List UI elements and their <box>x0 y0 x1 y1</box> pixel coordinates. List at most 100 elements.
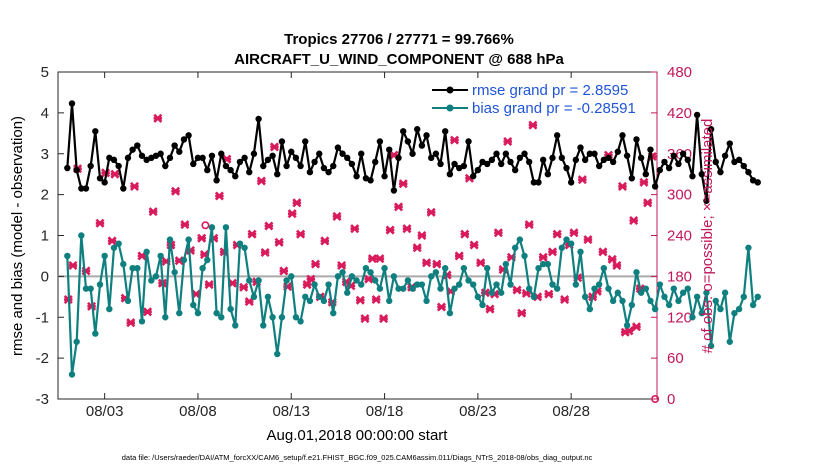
bias-point <box>73 338 80 345</box>
x-tick-label: 08/23 <box>459 403 497 420</box>
obs-assimilated-point <box>426 207 436 217</box>
rmse-point <box>465 138 472 145</box>
rmse-point <box>138 152 146 159</box>
bias-point <box>260 322 267 329</box>
rmse-point <box>82 185 90 192</box>
obs-assimilated-point <box>385 225 395 235</box>
rmse-point <box>255 115 262 123</box>
rmse-point <box>679 150 687 157</box>
obs-assimilated-point <box>247 229 257 239</box>
bias-point <box>376 285 384 292</box>
bias-point <box>325 281 332 288</box>
bias-point <box>236 240 244 247</box>
rmse-point <box>539 156 547 164</box>
bias-point <box>362 265 370 272</box>
bias-point <box>386 297 393 305</box>
chart-title: Tropics 27706 / 27771 = 99.766% <box>284 31 514 48</box>
bias-point <box>115 240 122 247</box>
rmse-point <box>204 166 211 174</box>
obs-assimilated-point <box>394 202 404 212</box>
y-right-tick-label: 240 <box>667 228 692 245</box>
obs-assimilated-point <box>256 176 266 186</box>
bias-point <box>138 318 146 325</box>
bias-point <box>497 289 505 296</box>
bias-point <box>68 371 76 378</box>
rmse-point <box>586 150 594 157</box>
rmse-point <box>227 166 234 174</box>
obs-assimilated-point <box>292 198 302 208</box>
obs-assimilated-point <box>432 259 442 269</box>
bias-point <box>96 281 104 288</box>
chart-subtitle: AIRCRAFT_U_WIND_COMPONENT @ 688 hPa <box>234 51 564 68</box>
x-axis-label: Aug.01,2018 00:00:00 start <box>267 427 449 444</box>
rmse-point <box>96 175 104 182</box>
rmse-point <box>376 138 384 145</box>
obs-assimilated-point <box>185 245 196 256</box>
legend-rmse-marker <box>446 86 454 94</box>
obs-assimilated-point <box>360 314 370 324</box>
rmse-point <box>754 179 761 186</box>
bias-point <box>507 281 514 288</box>
bias-point <box>740 293 747 301</box>
y-tick-label: 0 <box>41 268 49 285</box>
bias-point <box>656 281 663 288</box>
bias-point <box>553 285 561 292</box>
obs-assimilated-point <box>375 254 385 264</box>
rmse-point <box>190 160 197 168</box>
obs-assimilated-point <box>129 181 140 191</box>
bias-point <box>152 273 160 280</box>
bias-point <box>148 277 155 284</box>
bias-point <box>428 273 435 280</box>
rmse-point <box>269 152 276 159</box>
bias-point <box>381 265 388 272</box>
obs-assimilated-point <box>279 266 289 276</box>
rmse-point <box>511 166 519 174</box>
rmse-point <box>320 164 328 172</box>
rmse-point <box>670 152 677 159</box>
rmse-point <box>483 160 491 168</box>
rmse-point <box>577 144 584 151</box>
bias-point <box>535 265 542 272</box>
rmse-point <box>623 152 631 159</box>
bias-point <box>344 289 351 296</box>
plot-area <box>57 71 658 400</box>
bias-point <box>348 273 356 280</box>
bias-point <box>605 285 612 292</box>
obs-assimilated-point <box>371 295 381 305</box>
legend-rmse-label: rmse grand pr = 2.8595 <box>472 82 628 99</box>
bias-point <box>255 277 262 284</box>
bias-point <box>395 285 402 292</box>
bias-point <box>162 314 169 321</box>
bias-point <box>180 256 188 264</box>
bias-point <box>628 301 636 309</box>
bias-point <box>721 289 729 296</box>
rmse-point <box>633 136 640 143</box>
obs-assimilated-point <box>153 113 163 123</box>
bias-point <box>689 314 696 321</box>
obs-assimilated-point <box>629 215 639 226</box>
rmse-point <box>166 154 174 162</box>
rmse-point <box>637 154 645 162</box>
rmse-point <box>469 173 477 180</box>
rmse-point <box>110 156 118 164</box>
bias-point <box>227 305 234 313</box>
rmse-point <box>73 166 80 174</box>
obs-assimilated-point <box>454 251 464 261</box>
bias-point <box>469 281 477 288</box>
rmse-point <box>591 150 598 157</box>
rmse-point <box>488 156 496 164</box>
obs-assimilated-point <box>643 198 653 208</box>
rmse-point <box>497 160 505 168</box>
obs-assimilated-point <box>639 177 649 187</box>
rmse-point <box>721 152 729 159</box>
bias-point <box>637 289 645 296</box>
rmse-point <box>283 162 290 170</box>
x-tick-label: 08/08 <box>179 403 217 420</box>
bias-point <box>213 309 220 317</box>
rmse-point <box>302 138 309 145</box>
obs-assimilated-point <box>310 259 321 269</box>
rmse-point <box>218 150 225 157</box>
y-tick-label: 1 <box>41 228 49 245</box>
bias-point <box>288 273 295 280</box>
